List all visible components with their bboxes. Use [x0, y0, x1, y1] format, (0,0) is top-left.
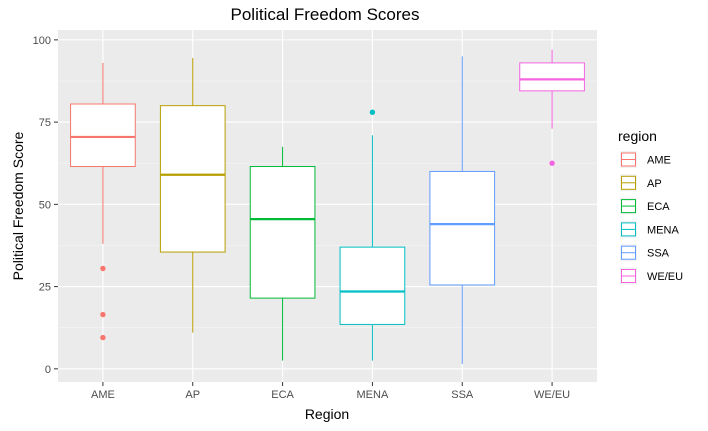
- legend-item: WE/EU: [620, 267, 683, 285]
- iqr-box: [519, 62, 585, 92]
- legend-label: WE/EU: [647, 271, 683, 283]
- legend-title: region: [618, 128, 657, 144]
- box-mena: [339, 109, 406, 361]
- legend-label: SSA: [647, 248, 670, 260]
- x-tick-label: AME: [91, 389, 115, 401]
- x-tick-label: SSA: [451, 389, 474, 401]
- box-ame: [70, 62, 136, 341]
- outlier-point: [100, 265, 106, 272]
- outlier-point: [100, 334, 106, 341]
- x-axis-title: Region: [305, 406, 349, 422]
- legend: region AME AP ECA MENA SSA WE/EU: [618, 128, 683, 285]
- legend-label: MENA: [647, 224, 679, 236]
- legend-item: AP: [620, 174, 662, 192]
- legend-label: AP: [647, 178, 662, 190]
- legend-label: ECA: [647, 201, 670, 213]
- plot-panel: [58, 30, 597, 382]
- x-axis: AME AP ECA MENA SSA WE/EU: [91, 382, 570, 401]
- box-we-eu: [519, 49, 585, 166]
- y-tick-label: 100: [33, 35, 51, 47]
- x-tick-label: MENA: [357, 389, 389, 401]
- iqr-box: [249, 166, 316, 299]
- y-tick-label: 0: [45, 364, 51, 376]
- y-axis: 0 25 50 75 100: [33, 35, 58, 376]
- y-axis-title: Political Freedom Score: [10, 131, 26, 280]
- x-tick-label: ECA: [271, 389, 294, 401]
- outlier-point: [549, 160, 555, 166]
- box-ap: [159, 57, 226, 333]
- outlier-point: [100, 311, 106, 318]
- y-tick-label: 75: [39, 117, 51, 129]
- legend-label: AME: [647, 155, 671, 167]
- x-tick-label: WE/EU: [534, 389, 570, 401]
- iqr-box: [70, 103, 136, 168]
- legend-item: ECA: [620, 197, 670, 215]
- legend-item: AME: [620, 151, 671, 168]
- x-tick-label: AP: [185, 389, 200, 401]
- iqr-box: [339, 246, 406, 325]
- box-ssa: [429, 56, 496, 364]
- box-series: [70, 49, 585, 364]
- box-eca: [249, 146, 316, 361]
- iqr-box: [159, 105, 226, 253]
- outlier-point: [369, 109, 376, 115]
- y-tick-label: 25: [39, 282, 51, 294]
- iqr-box: [429, 170, 496, 286]
- chart-title: Political Freedom Scores: [231, 5, 420, 24]
- y-tick-label: 50: [39, 199, 51, 211]
- legend-item: MENA: [620, 220, 679, 238]
- legend-item: SSA: [620, 244, 670, 262]
